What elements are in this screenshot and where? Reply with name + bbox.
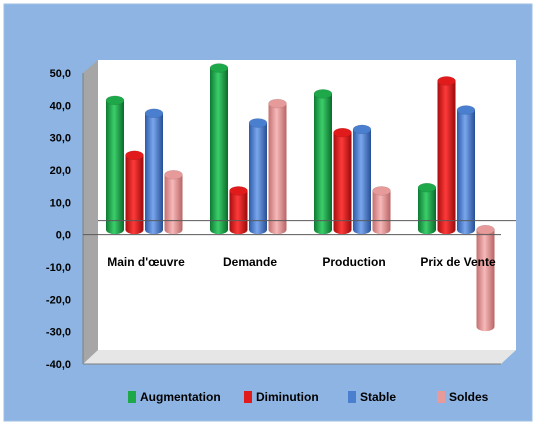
x-category-label: Demande — [223, 255, 277, 269]
bar-soldes-demande — [268, 98, 287, 235]
legend-swatch — [128, 391, 136, 403]
y-tick-label: -40,0 — [46, 359, 71, 371]
legend-label: Augmentation — [140, 390, 221, 404]
legend-label: Diminution — [256, 390, 319, 404]
legend-swatch — [437, 391, 445, 403]
legend-item-stable: Stable — [348, 390, 396, 404]
bar-augmentation-main-d-uvre — [105, 95, 125, 235]
y-tick-label: 0,0 — [56, 230, 71, 242]
bar-stable-main-d-uvre — [144, 108, 164, 235]
legend-swatch — [348, 391, 356, 403]
back-wall — [98, 60, 516, 350]
bar-soldes-production — [372, 186, 391, 235]
y-tick-label: 30,0 — [50, 133, 71, 145]
y-tick-label: 20,0 — [50, 165, 71, 177]
x-category-label: Prix de Vente — [420, 255, 496, 269]
legend-item-soldes: Soldes — [437, 390, 489, 404]
legend-label: Soldes — [449, 390, 489, 404]
bar-soldes-prix-de-vente — [476, 224, 495, 332]
legend-item-augmentation: Augmentation — [128, 390, 221, 404]
bar-diminution-prix-de-vente — [437, 76, 456, 235]
bar-diminution-main-d-uvre — [125, 150, 144, 235]
bar-diminution-production — [333, 127, 352, 235]
bar-augmentation-demande — [209, 63, 229, 235]
legend-item-diminution: Diminution — [244, 390, 319, 404]
bar-stable-prix-de-vente — [456, 105, 476, 235]
bar-soldes-main-d-uvre — [164, 169, 183, 235]
y-tick-label: -10,0 — [46, 262, 71, 274]
y-tick-label: -20,0 — [46, 294, 71, 306]
x-category-label: Production — [322, 255, 385, 269]
side-wall — [83, 60, 98, 364]
y-tick-label: 40,0 — [50, 100, 71, 112]
bar-augmentation-prix-de-vente — [417, 182, 437, 235]
legend-label: Stable — [360, 390, 396, 404]
y-tick-label: 10,0 — [50, 197, 71, 209]
y-tick-label: -30,0 — [46, 327, 71, 339]
x-category-label: Main d'œuvre — [107, 255, 185, 269]
legend-swatch — [244, 391, 252, 403]
bar-stable-demande — [248, 118, 268, 235]
floor — [83, 350, 516, 364]
bar-augmentation-production — [313, 89, 333, 235]
bar-diminution-demande — [229, 186, 248, 235]
bar-stable-production — [352, 124, 372, 235]
y-tick-label: 50,0 — [50, 68, 71, 80]
